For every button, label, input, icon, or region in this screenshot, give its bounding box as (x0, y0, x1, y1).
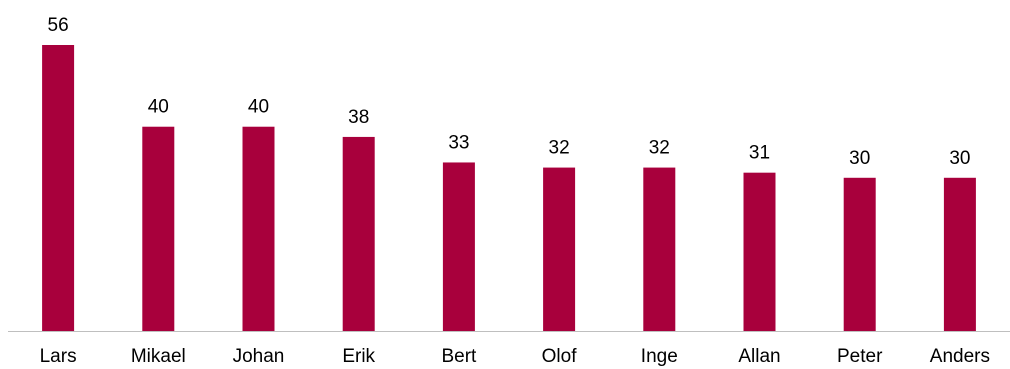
x-tick-label-anders: Anders (930, 346, 990, 367)
data-label-mikael: 40 (148, 97, 169, 118)
x-tick-label-inge: Inge (641, 346, 678, 367)
bar-peter (843, 177, 876, 331)
data-label-bert: 33 (448, 132, 469, 153)
bar-mikael (142, 126, 175, 331)
x-tick-label-lars: Lars (40, 346, 77, 367)
x-tick-labels-group: Lars Mikael Johan Erik Bert Olof Inge Allan Pete… (40, 346, 990, 367)
bar-bert (442, 162, 475, 331)
data-labels-group: 56 40 40 38 33 32 32 31 30 30 (48, 15, 971, 169)
data-label-johan: 40 (248, 97, 269, 118)
x-tick-label-allan: Allan (738, 346, 780, 367)
x-tick-label-johan: Johan (233, 346, 285, 367)
bar-inge (643, 167, 676, 331)
bars-group (42, 45, 976, 331)
x-tick-label-erik: Erik (342, 346, 375, 367)
data-label-inge: 32 (649, 138, 670, 159)
data-label-olof: 32 (549, 138, 570, 159)
bar-erik (342, 136, 375, 331)
data-label-anders: 30 (949, 148, 970, 169)
x-tick-label-peter: Peter (837, 346, 883, 367)
x-tick-label-mikael: Mikael (131, 346, 186, 367)
data-label-peter: 30 (849, 148, 870, 169)
bar-lars (42, 45, 75, 331)
bar-allan (743, 172, 776, 331)
x-tick-label-bert: Bert (441, 346, 477, 367)
data-label-allan: 31 (749, 143, 770, 164)
bar-anders (943, 177, 976, 331)
data-label-lars: 56 (48, 15, 69, 36)
data-label-erik: 38 (348, 107, 369, 128)
x-tick-label-olof: Olof (542, 346, 578, 367)
bar-olof (543, 167, 576, 331)
bar-johan (242, 126, 275, 331)
